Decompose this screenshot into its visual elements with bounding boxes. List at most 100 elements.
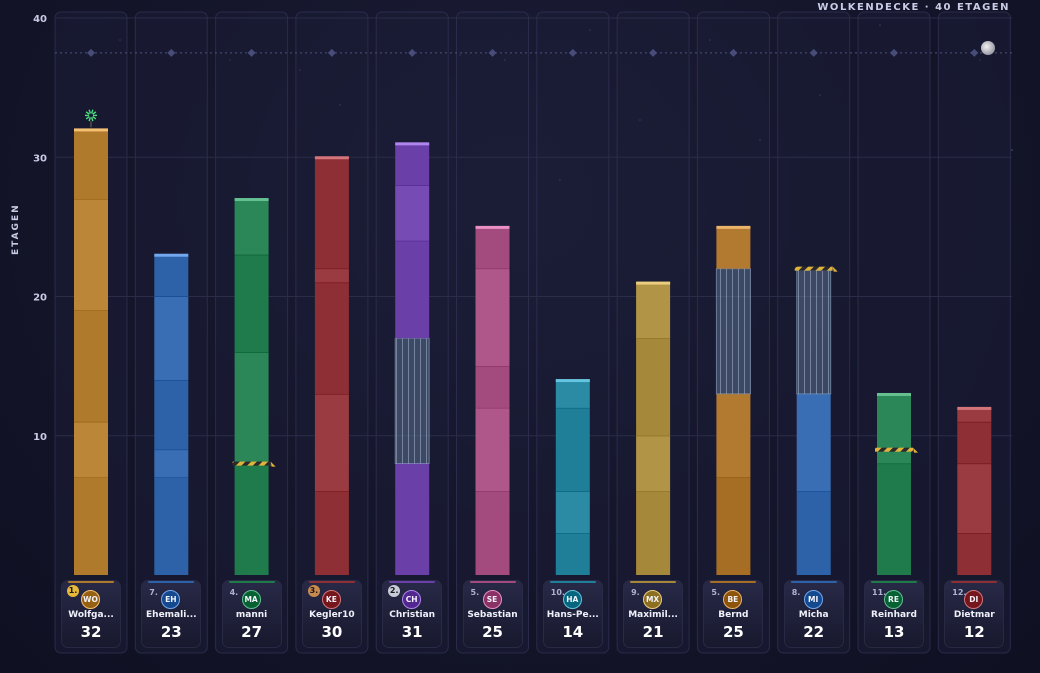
player-floors: 12 bbox=[963, 623, 985, 641]
diamond-icon bbox=[247, 48, 256, 57]
card-accent bbox=[951, 581, 998, 583]
player-floors: 23 bbox=[160, 623, 182, 641]
bar-segment bbox=[154, 477, 189, 575]
avatar: EH bbox=[161, 590, 181, 609]
player-card[interactable]: 9. MX Maximil... 21 bbox=[624, 581, 683, 647]
player-floors: 21 bbox=[642, 623, 664, 641]
bar-segment bbox=[395, 240, 430, 339]
player-rank: 8. bbox=[791, 588, 801, 597]
avatar: WO bbox=[81, 590, 100, 609]
y-tick-label: 20 bbox=[33, 293, 47, 304]
player-name: Reinhard bbox=[871, 610, 917, 620]
avatar: MA bbox=[241, 590, 261, 609]
bar-segment bbox=[796, 393, 831, 492]
player-card[interactable]: 3. KE Kegler10 30 bbox=[302, 581, 361, 647]
card-accent bbox=[469, 581, 516, 583]
card-accent bbox=[710, 581, 757, 583]
bar-segment bbox=[957, 463, 992, 534]
diamond-icon bbox=[488, 48, 497, 57]
bar-segment bbox=[74, 129, 108, 200]
player-card[interactable]: 8. MI Micha 22 bbox=[784, 581, 843, 647]
bar-segment bbox=[74, 199, 108, 311]
bar-segment bbox=[957, 421, 992, 464]
player-floors: 32 bbox=[80, 623, 102, 641]
y-axis-title: ETAGEN bbox=[11, 203, 21, 255]
bar-segment bbox=[555, 407, 590, 492]
bar-segment bbox=[314, 268, 349, 283]
bar-segment bbox=[555, 380, 590, 408]
player-name: Dietmar bbox=[953, 610, 995, 620]
firework-icon bbox=[85, 111, 90, 115]
bar-segment bbox=[395, 463, 430, 575]
star-8 bbox=[1011, 149, 1013, 151]
avatar: SE bbox=[482, 590, 502, 609]
hazard-stripe-end bbox=[270, 461, 276, 467]
bar-segment bbox=[395, 185, 430, 241]
player-floors: 13 bbox=[883, 623, 905, 641]
bar-segment bbox=[234, 352, 269, 464]
player-card[interactable]: 4. MA manni 27 bbox=[222, 581, 281, 647]
player-name: Sebastian bbox=[467, 610, 518, 620]
avatar: MI bbox=[803, 590, 823, 609]
player-name: Christian bbox=[389, 610, 436, 620]
firework-icon bbox=[85, 116, 90, 120]
player-card[interactable]: 11. RE Reinhard 13 bbox=[865, 581, 923, 647]
player-card[interactable]: 10. HA Hans-Pe... 14 bbox=[543, 581, 602, 647]
player-card[interactable]: 7. EH Ehemali... 23 bbox=[142, 581, 201, 647]
bar-segment bbox=[716, 393, 751, 478]
player-card[interactable]: 2. CH Christian 31 bbox=[383, 581, 442, 647]
player-floors: 25 bbox=[722, 623, 744, 641]
bar-segment bbox=[234, 254, 269, 353]
diamond-icon bbox=[568, 48, 577, 57]
avatar: MX bbox=[643, 590, 663, 609]
hazard-stripe-end bbox=[913, 447, 918, 453]
bar-segment bbox=[957, 533, 992, 575]
diamond-icon bbox=[167, 48, 176, 57]
bar-segment bbox=[154, 449, 189, 478]
firework-icon bbox=[92, 111, 97, 115]
bar-segment bbox=[395, 143, 430, 186]
bar-segment bbox=[475, 491, 510, 575]
diamond-icon bbox=[408, 48, 417, 57]
bar-segment bbox=[716, 226, 751, 269]
bar-segment bbox=[314, 491, 349, 575]
bar-segment bbox=[957, 407, 992, 422]
player-rank: 11. bbox=[872, 588, 887, 597]
player-card[interactable]: 5. BE Bernd 25 bbox=[704, 581, 763, 647]
moon-icon bbox=[981, 41, 995, 55]
bar-segment bbox=[154, 254, 189, 297]
bar-segment bbox=[475, 226, 510, 269]
avatar: CH bbox=[402, 590, 422, 609]
bar-segment bbox=[314, 282, 349, 394]
diamond-icon bbox=[327, 48, 336, 57]
bar-segment bbox=[475, 268, 510, 367]
player-rank: 9. bbox=[631, 588, 640, 597]
player-rank: 1. bbox=[67, 585, 79, 597]
bar-cap bbox=[636, 281, 671, 285]
player-floors: 27 bbox=[241, 623, 263, 641]
firework-icon bbox=[90, 117, 94, 122]
player-name: Hans-Pe... bbox=[546, 610, 599, 620]
player-card[interactable]: 12. DI Dietmar 12 bbox=[945, 581, 1004, 647]
player-floors: 22 bbox=[803, 623, 825, 641]
player-card[interactable]: 1. WO Wolfga... 32 bbox=[62, 581, 120, 647]
player-name: Bernd bbox=[718, 610, 749, 620]
bar-cap bbox=[555, 379, 590, 383]
card-accent bbox=[68, 581, 114, 583]
bar-cap bbox=[395, 142, 430, 146]
firework-icon bbox=[88, 117, 92, 122]
player-card[interactable]: 5. SE Sebastian 25 bbox=[463, 581, 522, 647]
player-name: Micha bbox=[798, 610, 829, 620]
bar-segment-glass bbox=[715, 268, 751, 395]
player-rank: 7. bbox=[149, 588, 158, 597]
column-bg-6 bbox=[536, 11, 610, 654]
bar-segment bbox=[234, 199, 269, 255]
diamond-icon bbox=[729, 48, 738, 57]
hazard-stripe bbox=[232, 461, 271, 466]
card-accent bbox=[871, 581, 917, 583]
player-name: Wolfga... bbox=[68, 610, 114, 620]
avatar: RE bbox=[884, 590, 903, 609]
bar-segment bbox=[796, 491, 831, 575]
bar-segment bbox=[716, 477, 751, 575]
player-rank: 10. bbox=[550, 588, 565, 597]
